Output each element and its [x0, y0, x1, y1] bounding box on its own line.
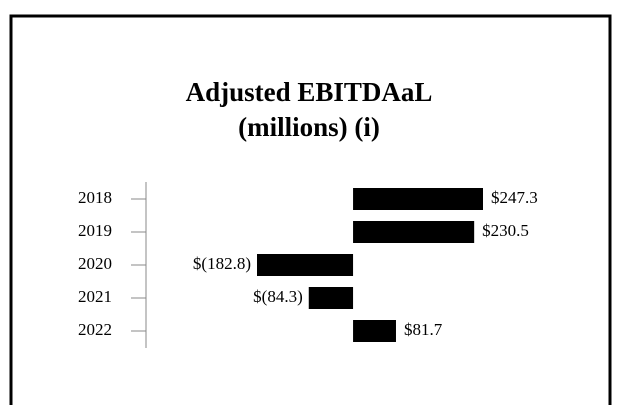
bar [353, 221, 475, 243]
bar [353, 188, 483, 210]
bar [353, 320, 396, 342]
bar [257, 254, 354, 276]
bar [308, 287, 354, 309]
y-tick-label: 2021 [78, 287, 112, 306]
y-tick-label: 2019 [78, 221, 112, 240]
value-label: $230.5 [482, 221, 529, 240]
chart-title: Adjusted EBITDAaL [186, 77, 433, 107]
frame [9, 14, 612, 405]
y-tick-label: 2022 [78, 320, 112, 339]
value-label: $(84.3) [253, 287, 303, 306]
value-label: $(182.8) [193, 254, 251, 273]
y-tick-label: 2020 [78, 254, 112, 273]
chart-subtitle: (millions) (i) [238, 112, 380, 142]
value-label: $247.3 [491, 188, 538, 207]
y-tick-label: 2018 [78, 188, 112, 207]
value-label: $81.7 [404, 320, 443, 339]
